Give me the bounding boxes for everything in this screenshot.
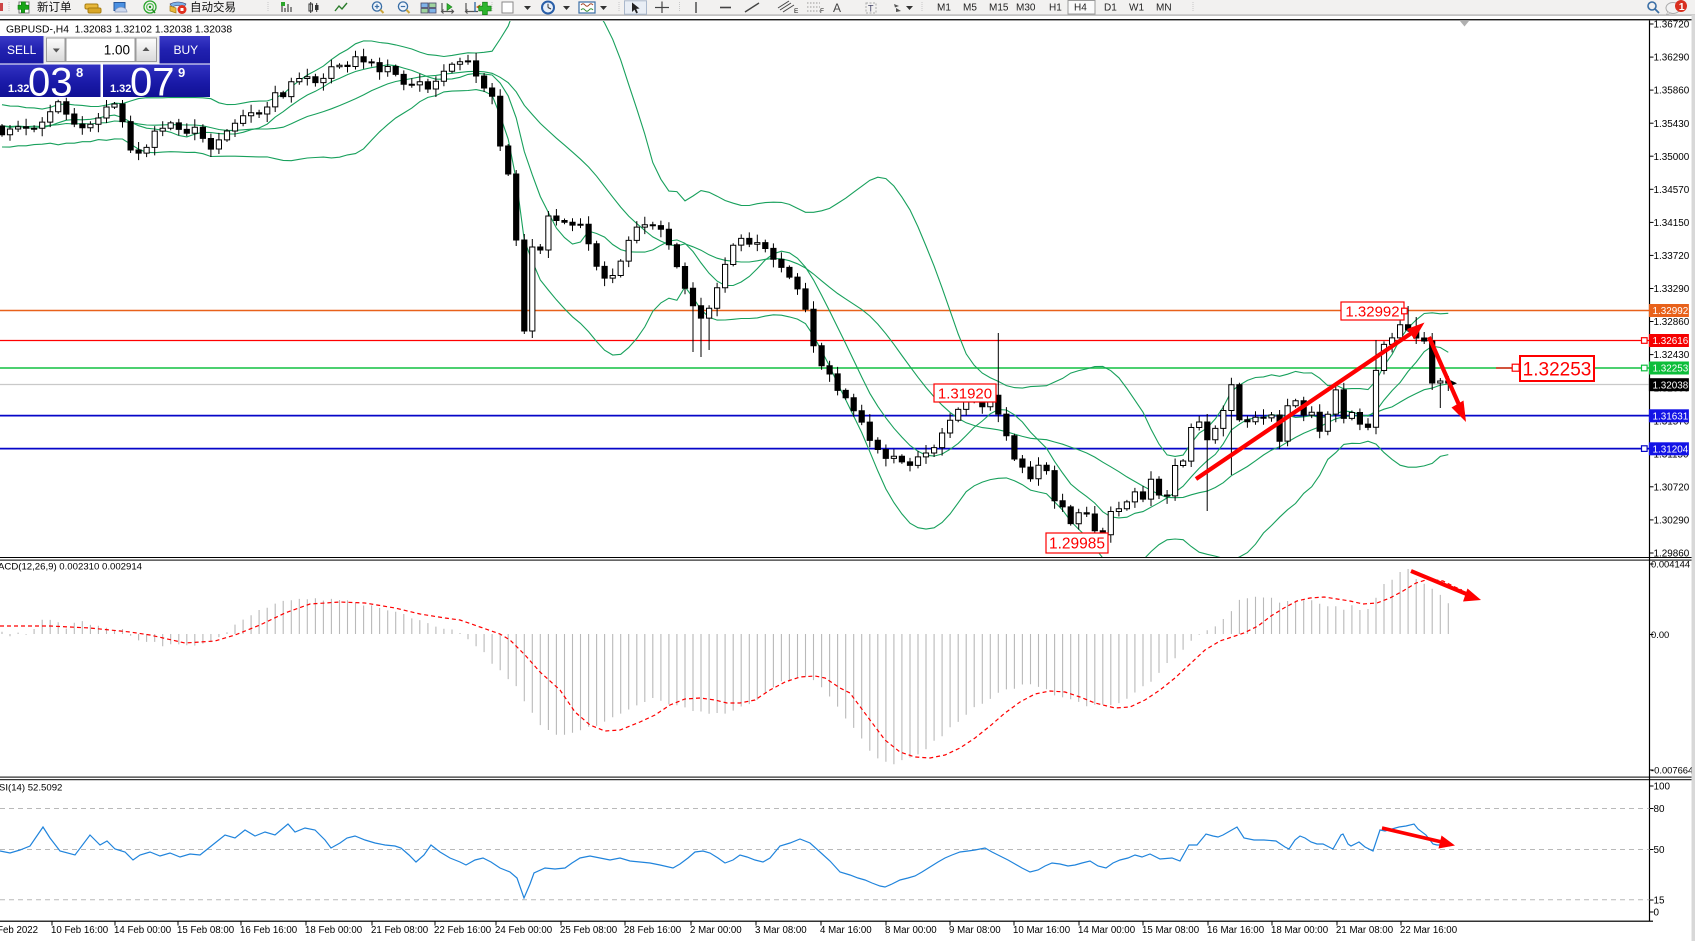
svg-text:MACD(12,26,9) 0.002310 0.00291: MACD(12,26,9) 0.002310 0.002914 bbox=[0, 562, 143, 573]
svg-text:1.00: 1.00 bbox=[104, 43, 130, 58]
svg-text:1.29985: 1.29985 bbox=[1049, 536, 1105, 553]
svg-text:1.34570: 1.34570 bbox=[1654, 185, 1690, 196]
svg-text:W1: W1 bbox=[1129, 3, 1144, 14]
svg-text:1.35860: 1.35860 bbox=[1654, 86, 1690, 97]
svg-text:1: 1 bbox=[1679, 1, 1685, 13]
svg-text:1.32616: 1.32616 bbox=[1653, 336, 1689, 347]
svg-text:D1: D1 bbox=[1104, 3, 1117, 14]
svg-text:07: 07 bbox=[130, 61, 175, 105]
svg-text:E: E bbox=[794, 8, 799, 15]
svg-text:自动交易: 自动交易 bbox=[190, 0, 236, 14]
svg-text:1.32: 1.32 bbox=[110, 83, 131, 95]
svg-text:9: 9 bbox=[178, 65, 185, 80]
svg-text:1.34150: 1.34150 bbox=[1654, 218, 1690, 229]
svg-text:15 Mar 08:00: 15 Mar 08:00 bbox=[1142, 925, 1200, 936]
svg-text:BUY: BUY bbox=[174, 43, 199, 57]
svg-text:1.32430: 1.32430 bbox=[1654, 350, 1690, 361]
svg-text:15 Feb 08:00: 15 Feb 08:00 bbox=[177, 925, 235, 936]
svg-text:新订单: 新订单 bbox=[37, 0, 72, 14]
svg-text:1.32253: 1.32253 bbox=[1653, 364, 1689, 375]
svg-text:21 Feb 08:00: 21 Feb 08:00 bbox=[371, 925, 429, 936]
svg-text:14 Feb 00:00: 14 Feb 00:00 bbox=[114, 925, 172, 936]
svg-text:80: 80 bbox=[1654, 804, 1665, 815]
svg-text:18 Feb 00:00: 18 Feb 00:00 bbox=[305, 925, 363, 936]
svg-text:8: 8 bbox=[76, 65, 83, 80]
svg-text:9 Feb 2022: 9 Feb 2022 bbox=[0, 925, 38, 936]
svg-text:10 Feb 16:00: 10 Feb 16:00 bbox=[51, 925, 109, 936]
svg-text:2 Mar 00:00: 2 Mar 00:00 bbox=[690, 925, 742, 936]
svg-text:1.32992: 1.32992 bbox=[1653, 306, 1689, 317]
svg-text:1.30720: 1.30720 bbox=[1654, 482, 1690, 493]
svg-text:1.36290: 1.36290 bbox=[1654, 53, 1690, 64]
svg-text:100: 100 bbox=[1654, 782, 1671, 793]
svg-text:H1: H1 bbox=[1049, 3, 1062, 14]
svg-text:1.31204: 1.31204 bbox=[1653, 445, 1689, 456]
svg-text:1.32038: 1.32038 bbox=[1653, 380, 1689, 391]
svg-text:F: F bbox=[820, 8, 824, 15]
svg-text:8 Mar 00:00: 8 Mar 00:00 bbox=[885, 925, 937, 936]
svg-text:1.29860: 1.29860 bbox=[1654, 549, 1690, 560]
svg-text:50: 50 bbox=[1654, 845, 1665, 856]
svg-text:M15: M15 bbox=[989, 3, 1009, 14]
svg-text:H4: H4 bbox=[1074, 3, 1087, 14]
svg-text:1.36720: 1.36720 bbox=[1654, 20, 1690, 31]
svg-text:21 Mar 08:00: 21 Mar 08:00 bbox=[1336, 925, 1394, 936]
svg-text:28 Feb 16:00: 28 Feb 16:00 bbox=[624, 925, 682, 936]
svg-text:0.004144: 0.004144 bbox=[1651, 559, 1690, 570]
svg-text:1.35430: 1.35430 bbox=[1654, 119, 1690, 130]
svg-text:M5: M5 bbox=[963, 3, 977, 14]
svg-text:1.31631: 1.31631 bbox=[1653, 412, 1689, 423]
svg-text:10 Mar 16:00: 10 Mar 16:00 bbox=[1013, 925, 1071, 936]
svg-text:T: T bbox=[868, 4, 874, 14]
svg-text:1.32860: 1.32860 bbox=[1654, 317, 1690, 328]
svg-text:1.30290: 1.30290 bbox=[1654, 516, 1690, 527]
svg-text:22 Feb 16:00: 22 Feb 16:00 bbox=[434, 925, 492, 936]
svg-text:25 Feb 08:00: 25 Feb 08:00 bbox=[560, 925, 618, 936]
svg-text:RSI(14) 52.5092: RSI(14) 52.5092 bbox=[0, 783, 62, 794]
svg-text:4 Mar 16:00: 4 Mar 16:00 bbox=[820, 925, 872, 936]
svg-text:9 Mar 08:00: 9 Mar 08:00 bbox=[949, 925, 1001, 936]
svg-text:14 Mar 00:00: 14 Mar 00:00 bbox=[1078, 925, 1136, 936]
svg-text:GBPUSD-,H4 1.32083 1.32102 1.: GBPUSD-,H4 1.32083 1.32102 1.32038 1.320… bbox=[6, 25, 232, 36]
svg-text:1.35000: 1.35000 bbox=[1654, 152, 1690, 163]
svg-text:1.33720: 1.33720 bbox=[1654, 251, 1690, 262]
svg-text:1.33290: 1.33290 bbox=[1654, 284, 1690, 295]
svg-text:M1: M1 bbox=[937, 3, 951, 14]
svg-text:1.32992: 1.32992 bbox=[1345, 303, 1399, 320]
svg-text:18 Mar 00:00: 18 Mar 00:00 bbox=[1271, 925, 1329, 936]
svg-text:1.32: 1.32 bbox=[8, 83, 29, 95]
svg-text:3 Mar 08:00: 3 Mar 08:00 bbox=[755, 925, 807, 936]
svg-text:24 Feb 00:00: 24 Feb 00:00 bbox=[495, 925, 553, 936]
svg-text:22 Mar 16:00: 22 Mar 16:00 bbox=[1400, 925, 1458, 936]
svg-text:0.00: 0.00 bbox=[1651, 629, 1669, 640]
svg-text:MN: MN bbox=[1156, 3, 1172, 14]
svg-text:16 Mar 16:00: 16 Mar 16:00 bbox=[1207, 925, 1265, 936]
svg-text:16 Feb 16:00: 16 Feb 16:00 bbox=[240, 925, 298, 936]
svg-text:-0.007664: -0.007664 bbox=[1651, 765, 1693, 776]
svg-text:M30: M30 bbox=[1016, 3, 1036, 14]
svg-text:03: 03 bbox=[28, 61, 73, 105]
svg-text:A: A bbox=[833, 1, 841, 15]
svg-text:1.32253: 1.32253 bbox=[1523, 359, 1592, 380]
svg-text:0: 0 bbox=[1654, 908, 1660, 919]
svg-text:15: 15 bbox=[1654, 896, 1665, 907]
svg-text:1.31920: 1.31920 bbox=[938, 385, 992, 402]
svg-text:SELL: SELL bbox=[7, 43, 37, 57]
